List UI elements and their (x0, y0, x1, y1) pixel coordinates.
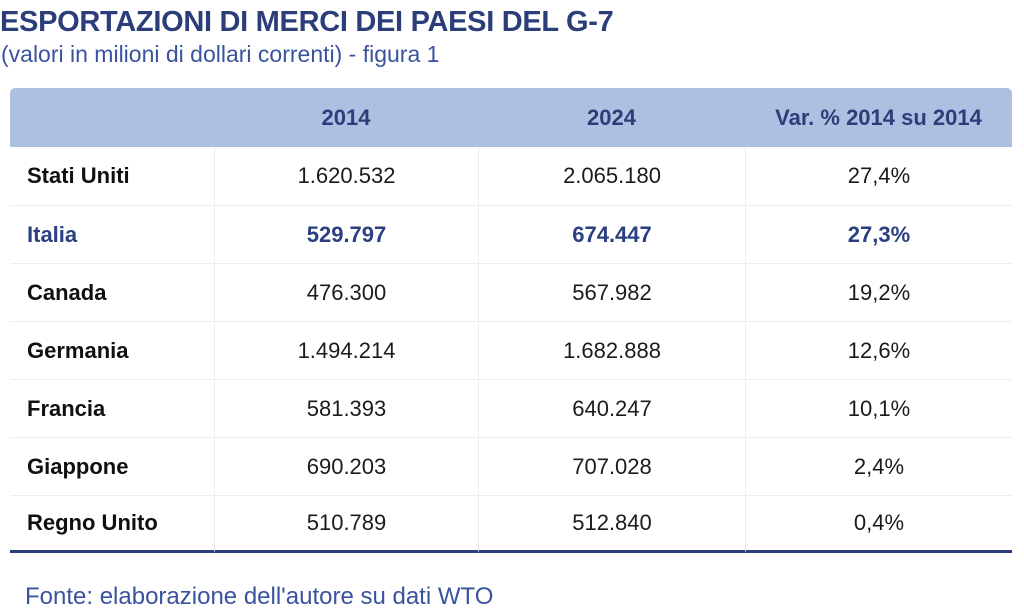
value-2014-cell: 1.494.214 (214, 321, 478, 379)
value-2024-cell: 567.982 (478, 263, 745, 321)
header-2014: 2014 (214, 88, 478, 147)
table-row-germania: Germania 1.494.214 1.682.888 12,6% (10, 321, 1012, 379)
variation-cell: 27,4% (745, 147, 1012, 205)
value-2014-cell: 510.789 (214, 495, 478, 553)
source-note: Fonte: elaborazione dell'autore su dati … (25, 583, 494, 610)
variation-cell: 10,1% (745, 379, 1012, 437)
value-2014-cell: 690.203 (214, 437, 478, 495)
header-variation: Var. % 2014 su 2014 (745, 88, 1012, 147)
country-cell: Italia (10, 205, 214, 263)
variation-cell: 2,4% (745, 437, 1012, 495)
value-2024-cell: 512.840 (478, 495, 745, 553)
value-2014-cell: 581.393 (214, 379, 478, 437)
table-row-giappone: Giappone 690.203 707.028 2,4% (10, 437, 1012, 495)
value-2014-cell: 529.797 (214, 205, 478, 263)
variation-cell: 12,6% (745, 321, 1012, 379)
country-cell: Giappone (10, 437, 214, 495)
page-title: ESPORTAZIONI DI MERCI DEI PAESI DEL G-7 (0, 6, 614, 38)
value-2024-cell: 1.682.888 (478, 321, 745, 379)
variation-cell: 19,2% (745, 263, 1012, 321)
value-2014-cell: 476.300 (214, 263, 478, 321)
table-row-italia: Italia 529.797 674.447 27,3% (10, 205, 1012, 263)
table-header-row: 2014 2024 Var. % 2014 su 2014 (10, 88, 1012, 147)
country-cell: Stati Uniti (10, 147, 214, 205)
value-2024-cell: 674.447 (478, 205, 745, 263)
value-2024-cell: 2.065.180 (478, 147, 745, 205)
country-cell: Francia (10, 379, 214, 437)
table-row-regno-unito: Regno Unito 510.789 512.840 0,4% (10, 495, 1012, 553)
country-cell: Canada (10, 263, 214, 321)
header-country (10, 88, 214, 147)
country-cell: Regno Unito (10, 495, 214, 553)
table-row-stati-uniti: Stati Uniti 1.620.532 2.065.180 27,4% (10, 147, 1012, 205)
variation-cell: 27,3% (745, 205, 1012, 263)
value-2024-cell: 707.028 (478, 437, 745, 495)
value-2014-cell: 1.620.532 (214, 147, 478, 205)
country-cell: Germania (10, 321, 214, 379)
page-subtitle: (valori in milioni di dollari correnti) … (1, 41, 440, 67)
table-row-canada: Canada 476.300 567.982 19,2% (10, 263, 1012, 321)
table-row-francia: Francia 581.393 640.247 10,1% (10, 379, 1012, 437)
header-2024: 2024 (478, 88, 745, 147)
exports-table: 2014 2024 Var. % 2014 su 2014 Stati Unit… (10, 88, 1012, 553)
value-2024-cell: 640.247 (478, 379, 745, 437)
variation-cell: 0,4% (745, 495, 1012, 553)
